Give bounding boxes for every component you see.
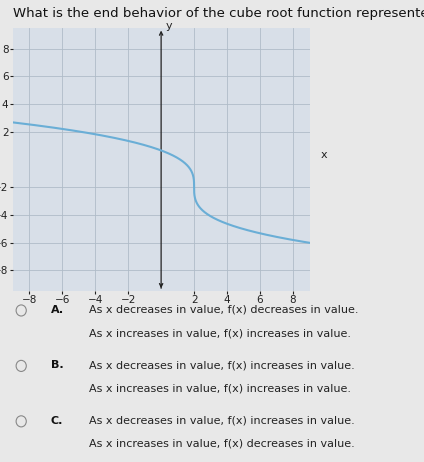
Text: As x decreases in value, f(x) increases in value.: As x decreases in value, f(x) increases … <box>89 416 355 426</box>
Text: As x decreases in value, f(x) decreases in value.: As x decreases in value, f(x) decreases … <box>89 305 359 315</box>
Text: B.: B. <box>51 360 64 371</box>
Text: As x increases in value, f(x) increases in value.: As x increases in value, f(x) increases … <box>89 383 351 394</box>
Text: As x increases in value, f(x) increases in value.: As x increases in value, f(x) increases … <box>89 328 351 338</box>
Text: x: x <box>321 150 328 160</box>
Text: What is the end behavior of the cube root function represented by this graph?: What is the end behavior of the cube roo… <box>13 7 424 20</box>
Text: C.: C. <box>51 416 63 426</box>
Text: y: y <box>166 21 173 31</box>
Text: A.: A. <box>51 305 64 315</box>
Text: As x decreases in value, f(x) increases in value.: As x decreases in value, f(x) increases … <box>89 360 355 371</box>
Text: As x increases in value, f(x) decreases in value.: As x increases in value, f(x) decreases … <box>89 439 355 449</box>
